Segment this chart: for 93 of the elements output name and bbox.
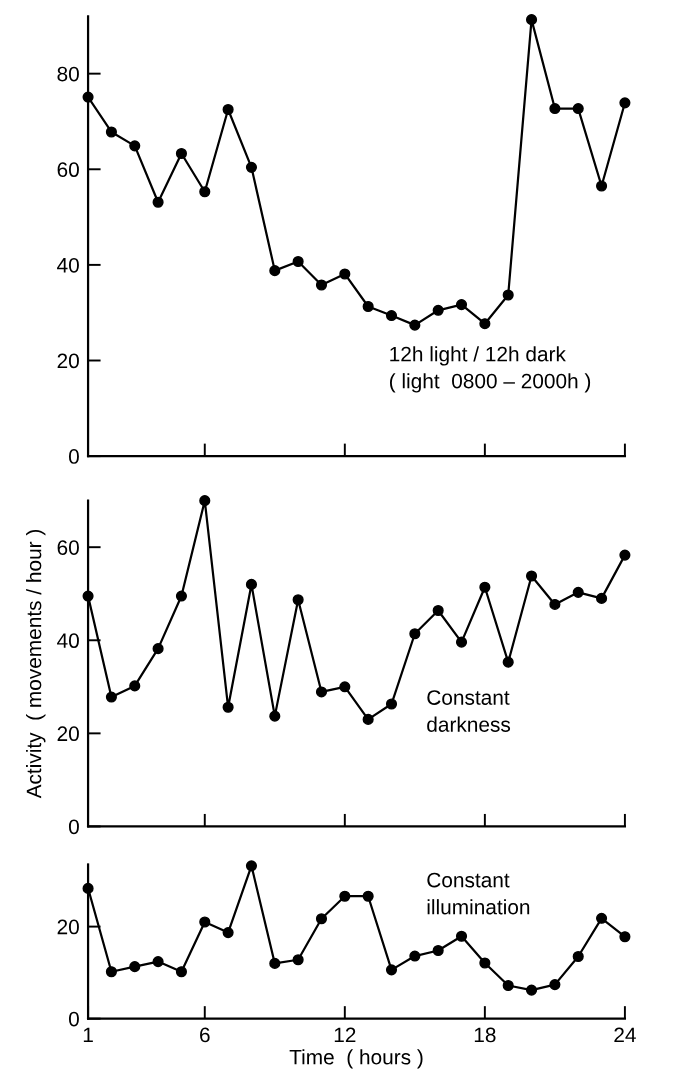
point xyxy=(199,495,211,507)
point xyxy=(175,147,187,160)
point xyxy=(269,957,281,969)
point xyxy=(269,265,281,277)
annotation: Constant darkness xyxy=(427,690,511,732)
point xyxy=(479,581,491,593)
point xyxy=(479,957,491,969)
point xyxy=(199,186,211,198)
point xyxy=(339,890,351,902)
point xyxy=(502,656,514,668)
point xyxy=(199,916,211,928)
point xyxy=(455,299,468,311)
point xyxy=(409,950,421,962)
point xyxy=(502,289,514,301)
y-tick-label: 20 xyxy=(57,353,79,369)
point xyxy=(409,319,421,331)
point xyxy=(152,643,164,655)
x-tick-label: 6 xyxy=(200,1027,210,1043)
point xyxy=(385,310,398,322)
point xyxy=(432,604,444,617)
point xyxy=(315,279,328,291)
point xyxy=(292,954,304,966)
point xyxy=(525,14,538,26)
point xyxy=(292,594,304,606)
point xyxy=(152,956,164,968)
y-tick-label: 60 xyxy=(57,540,79,555)
point xyxy=(549,103,561,115)
y-tick-label: 40 xyxy=(57,257,79,273)
point xyxy=(619,931,631,943)
point xyxy=(175,590,187,602)
point xyxy=(105,966,117,978)
point xyxy=(549,979,561,991)
point xyxy=(105,691,117,703)
point xyxy=(339,268,351,280)
point xyxy=(432,304,444,316)
annotation: 12h light / 12h dark ( light 0800 – 2000h ) xyxy=(389,346,591,393)
point xyxy=(129,961,141,973)
point xyxy=(292,255,304,268)
x-tick-label: 24 xyxy=(614,1027,636,1043)
y-tick-label: 40 xyxy=(57,633,79,649)
point xyxy=(245,860,258,872)
point xyxy=(502,979,514,992)
point xyxy=(596,180,608,192)
point xyxy=(572,586,584,598)
point xyxy=(315,686,328,698)
point xyxy=(152,196,164,208)
point xyxy=(549,598,561,610)
point xyxy=(596,592,608,604)
point xyxy=(479,318,491,330)
y-tick-label: 80 xyxy=(57,66,79,82)
point xyxy=(222,927,234,939)
point xyxy=(175,966,187,978)
point xyxy=(409,628,421,640)
point xyxy=(105,126,117,138)
x-tick-label: 12 xyxy=(334,1027,356,1043)
point xyxy=(572,950,584,963)
point xyxy=(455,930,468,942)
x-axis-title: Time ( hours ) xyxy=(289,1049,423,1069)
x-tick-label: 1 xyxy=(83,1027,93,1043)
point xyxy=(362,300,374,313)
point xyxy=(362,890,374,902)
point xyxy=(572,103,584,115)
y-tick-label: 60 xyxy=(57,162,79,178)
point xyxy=(362,713,374,725)
y-axis-title: Activity ( movements / hour ) xyxy=(26,529,46,799)
point xyxy=(432,944,444,957)
point xyxy=(269,710,281,722)
y-tick-label: 0 xyxy=(68,819,79,835)
x-tick-label: 18 xyxy=(474,1027,496,1043)
point xyxy=(619,97,631,109)
point xyxy=(245,578,258,590)
y-tick-label: 20 xyxy=(57,726,79,742)
point xyxy=(222,701,234,713)
point xyxy=(525,570,538,582)
point xyxy=(596,912,608,924)
point xyxy=(82,882,94,894)
point xyxy=(82,91,94,103)
point xyxy=(82,590,94,602)
y-tick-label: 20 xyxy=(57,919,79,935)
point xyxy=(129,680,141,692)
point xyxy=(525,984,538,996)
y-tick-label: 0 xyxy=(68,1011,79,1027)
point xyxy=(385,964,398,976)
point xyxy=(222,103,234,116)
point xyxy=(315,913,328,925)
annotation: Constant illumination xyxy=(427,872,530,915)
point xyxy=(619,549,631,561)
point xyxy=(455,636,468,648)
point xyxy=(129,140,141,152)
point xyxy=(339,681,351,693)
point xyxy=(245,161,258,173)
point xyxy=(385,698,398,710)
y-tick-label: 0 xyxy=(68,449,79,464)
